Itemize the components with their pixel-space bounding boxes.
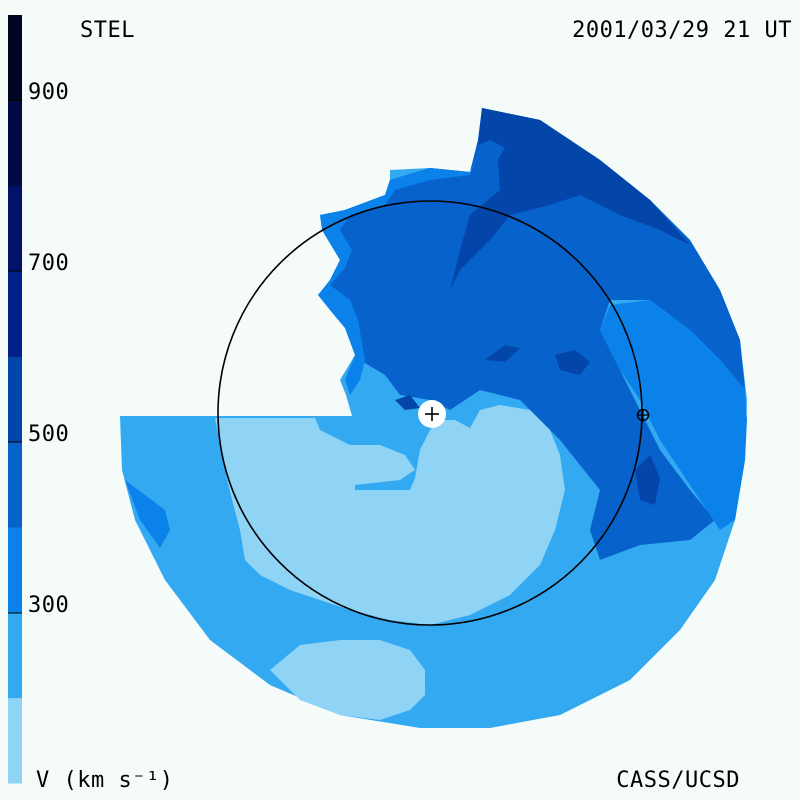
sun-marker (418, 400, 446, 428)
earth-marker (636, 408, 650, 422)
colorbar-segment (8, 100, 22, 187)
velocity-region-600b (485, 345, 520, 362)
colorbar-segment (8, 697, 22, 784)
colorbar-segment (8, 356, 22, 443)
velocity-region-600 (450, 108, 690, 290)
velocity-region-600c (555, 350, 590, 375)
credit-label: CASS/UCSD (616, 768, 740, 793)
colorbar-segment (8, 185, 22, 272)
colorbar-ticks (8, 99, 22, 614)
colorbar-tick-label: 300 (28, 593, 70, 618)
velocity-region-400c (125, 480, 170, 548)
velocity-region-200b (270, 640, 425, 720)
timestamp: 2001/03/29 21 UT (572, 18, 792, 43)
velocity-region-600e (395, 395, 420, 410)
colorbar-unit-label: V (km s⁻¹) (36, 768, 174, 793)
colorbar (8, 15, 22, 784)
colorbar-tick-label: 700 (28, 251, 70, 276)
colorbar-tick-label: 500 (28, 422, 70, 447)
colorbar-segment (8, 527, 22, 613)
colorbar-tick-label: 900 (28, 80, 70, 105)
colorbar-segment (8, 612, 22, 699)
velocity-region-200 (215, 405, 565, 625)
colorbar-segment (8, 15, 22, 101)
velocity-region-400 (318, 155, 478, 395)
colorbar-segment (8, 441, 22, 528)
source-label: STEL (80, 18, 135, 43)
colorbar-segment (8, 271, 22, 357)
velocity-region-400b (600, 300, 747, 530)
earth-orbit-circle (217, 200, 643, 626)
velocity-region-600d (635, 455, 660, 505)
